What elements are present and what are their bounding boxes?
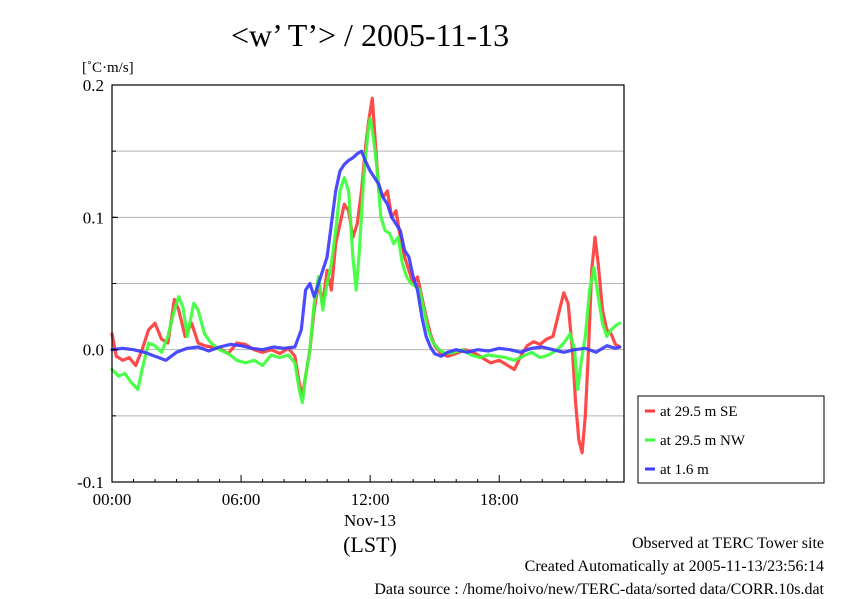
footer-created: Created Automatically at 2005-11-13/23:5…	[524, 558, 824, 575]
x-axis-label: (LST)	[343, 532, 397, 557]
y-tick-label-3: 0.2	[83, 76, 104, 95]
footer-site: Observed at TERC Tower site	[631, 535, 824, 552]
legend-label-2: at 1.6 m	[660, 462, 709, 478]
y-axis: -0.1 0.0 0.1 0.2	[77, 76, 118, 492]
legend-label-1: at 29.5 m NW	[660, 433, 746, 449]
legend-label-0: at 29.5 m SE	[660, 404, 738, 420]
series-line-1	[110, 116, 622, 405]
y-tick-label-2: 0.1	[83, 208, 104, 227]
series-line-2	[110, 149, 622, 362]
legend-box	[637, 395, 825, 484]
y-tick-label-0: -0.1	[77, 473, 104, 492]
chart-title: <w’ T’> / 2005-11-13	[231, 17, 509, 53]
x-tick-label-0: 00:00	[93, 490, 132, 509]
x-tick-label-3: 18:00	[480, 490, 519, 509]
series-layer	[110, 96, 622, 455]
y-tick-label-1: 0.0	[83, 341, 104, 360]
y-unit-label: [˚C·m/s]	[82, 60, 134, 76]
x-date-label: Nov-13	[344, 511, 396, 530]
x-tick-label-1: 06:00	[222, 490, 261, 509]
footer-source: Data source : /home/hoivo/new/TERC-data/…	[374, 581, 824, 598]
legend: at 29.5 m SE at 29.5 m NW at 1.6 m	[637, 395, 825, 484]
gridlines	[112, 150, 624, 417]
x-axis: 00:00 06:00 12:00 18:00	[93, 475, 608, 509]
x-tick-label-2: 12:00	[351, 490, 390, 509]
